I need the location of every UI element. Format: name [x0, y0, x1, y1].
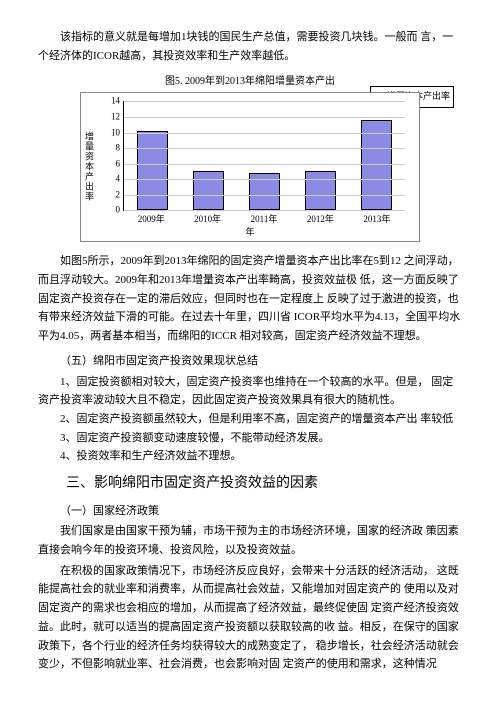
summary-item-3: 3、固定资产投资额变动速度较慢，不能带动经济发展。 — [38, 429, 462, 448]
grid-line — [124, 179, 405, 180]
summary-item-1: 1、固定投资额相对较大，固定资产投资率也维持在一个较高的水平。但是， 固定资产投… — [38, 373, 462, 410]
y-axis-title: 增量资本产出率 — [85, 133, 96, 202]
chart-container: 增量资本产出率 增量资本产出率 02468101214 2009年2010年20… — [80, 92, 420, 242]
plot-region: 02468101214 — [123, 101, 405, 211]
y-tick-label: 4 — [102, 172, 120, 187]
y-tick-label: 12 — [102, 109, 120, 124]
bar — [305, 171, 336, 210]
bar — [361, 120, 392, 210]
y-tick-label: 0 — [102, 203, 120, 218]
grid-line — [124, 164, 405, 165]
bar — [137, 131, 168, 210]
x-axis-title: 年 — [81, 225, 419, 240]
grid-line — [124, 133, 405, 134]
bar — [193, 171, 224, 211]
section-a-title: （一）国家经济政策 — [38, 502, 462, 521]
y-tick-label: 10 — [102, 125, 120, 140]
analysis-paragraph: 如图5所示，2009年到2013年绵阳的固定资产增量资本产出比率在5到12 之间… — [38, 252, 462, 345]
y-tick-label: 8 — [102, 140, 120, 155]
y-tick-label: 6 — [102, 156, 120, 171]
heading-3: 三、影响绵阳市固定资产投资效益的因素 — [38, 472, 462, 496]
intro-paragraph: 该指标的意义就是每增加1块钱的国民生产总值，需要投资几块钱。一般而 言，一个经济… — [38, 28, 462, 65]
grid-line — [124, 117, 405, 118]
summary-item-4: 4、投资效率和生产经济效益不理想。 — [38, 447, 462, 466]
y-tick-label: 14 — [102, 94, 120, 109]
grid-line — [124, 101, 405, 102]
summary-item-2: 2、固定资产投资额虽然较大，但是利用率不高，固定资产的增量资本产出 率较低 — [38, 410, 462, 429]
section-5-title: （五）绵阳市固定资产投资效果现状总结 — [38, 352, 462, 371]
policy-paragraph-1: 我们国家是由国家干预为辅，市场干预为主的市场经济环境，国家的经济政 策因素直接会… — [38, 522, 462, 559]
grid-line — [124, 195, 405, 196]
y-tick-label: 2 — [102, 187, 120, 202]
grid-line — [124, 148, 405, 149]
policy-paragraph-2: 在积极的国家政策情况下，市场经济反应良好，会带来十分活跃的经济活动， 这既能提高… — [38, 562, 462, 674]
chart-plot-area: 增量资本产出率 02468101214 2009年2010年2011年2012年… — [80, 92, 420, 242]
